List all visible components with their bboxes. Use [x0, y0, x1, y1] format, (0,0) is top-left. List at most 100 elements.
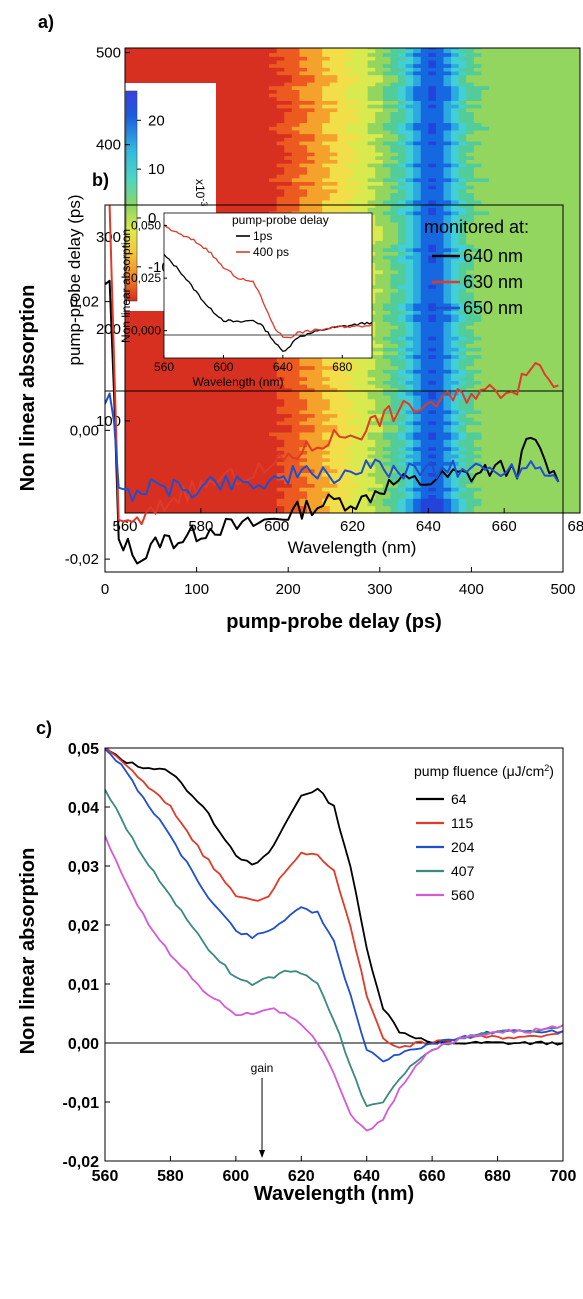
- heatmap-cell: [451, 328, 460, 334]
- heatmap-cell: [526, 288, 535, 293]
- heatmap-cell: [549, 428, 558, 433]
- heatmap-cell: [291, 443, 300, 448]
- heatmap-cell: [147, 468, 156, 473]
- heatmap-cell: [344, 472, 353, 477]
- heatmap-cell: [352, 487, 361, 492]
- heatmap-cell: [473, 314, 482, 319]
- heatmap-cell: [314, 498, 323, 503]
- heatmap-cell: [526, 461, 535, 466]
- heatmap-cell: [466, 501, 475, 507]
- heatmap-cell: [428, 210, 437, 216]
- heatmap-cell: [496, 222, 505, 227]
- heatmap-cell: [473, 236, 482, 241]
- heatmap-cell: [557, 384, 566, 389]
- heatmap-cell: [329, 490, 338, 496]
- heatmap-cell: [572, 376, 580, 381]
- heatmap-cell: [496, 428, 505, 433]
- heatmap-cell: [382, 292, 391, 297]
- heatmap-cell: [291, 446, 300, 451]
- heatmap-cell: [443, 233, 452, 238]
- heatmap-cell: [443, 409, 452, 415]
- heatmap-cell: [337, 490, 346, 496]
- heatmap-cell: [398, 454, 407, 459]
- heatmap-cell: [557, 479, 566, 485]
- heatmap-cell: [428, 262, 437, 267]
- heatmap-cell: [481, 476, 490, 481]
- heatmap-cell: [451, 288, 460, 293]
- heatmap-cell: [557, 395, 566, 400]
- heatmap-cell: [375, 435, 384, 440]
- heatmap-cell: [564, 328, 573, 334]
- heatmap-cell: [223, 369, 232, 374]
- heatmap-cell: [458, 490, 467, 496]
- heatmap-cell: [170, 439, 179, 444]
- heatmap-cell: [162, 361, 171, 367]
- heatmap-cell: [405, 262, 414, 267]
- heatmap-cell: [489, 247, 498, 252]
- heatmap-cell: [504, 450, 513, 455]
- heatmap-cell: [200, 376, 209, 381]
- heatmap-cell: [375, 365, 384, 370]
- heatmap-cell: [185, 472, 194, 477]
- heatmap-cell: [307, 361, 316, 367]
- heatmap-cell: [542, 465, 551, 470]
- heatmap-cell: [291, 358, 300, 363]
- heatmap-cell: [261, 446, 270, 451]
- heatmap-cell: [147, 339, 156, 345]
- heatmap-cell: [542, 420, 551, 426]
- heatmap-cell: [458, 299, 467, 304]
- heatmap-cell: [390, 402, 399, 407]
- heatmap-cell: [420, 266, 429, 271]
- heatmap-cell: [132, 468, 141, 473]
- heatmap-cell: [534, 269, 543, 275]
- heatmap-cell: [238, 428, 247, 433]
- heatmap-cell: [504, 494, 513, 499]
- heatmap-cell: [398, 380, 407, 385]
- heatmap-cell: [481, 395, 490, 400]
- heatmap-cell: [253, 369, 262, 374]
- heatmap-cell: [322, 420, 331, 426]
- heatmap-cell: [443, 509, 452, 513]
- heatmap-cell: [132, 376, 141, 381]
- heatmap-cell: [382, 317, 391, 322]
- heatmap-cell: [526, 240, 535, 245]
- heatmap-cell: [322, 457, 331, 462]
- heatmap-cell: [178, 439, 187, 444]
- heatmap-cell: [443, 295, 452, 300]
- heatmap-cell: [322, 431, 331, 437]
- heatmap-cell: [231, 402, 240, 407]
- heatmap-cell: [382, 306, 391, 311]
- heatmap-cell: [489, 431, 498, 437]
- heatmap-cell: [534, 325, 543, 330]
- heatmap-cell: [307, 490, 316, 496]
- heatmap-cell: [375, 494, 384, 499]
- heatmap-cell: [458, 457, 467, 462]
- heatmap-cell: [451, 233, 460, 238]
- heatmap-cell: [276, 479, 285, 485]
- heatmap-cell: [382, 501, 391, 507]
- heatmap-cell: [557, 262, 566, 267]
- heatmap-cell: [504, 280, 513, 286]
- heatmap-cell: [261, 409, 270, 415]
- heatmap-cell: [496, 336, 505, 341]
- heatmap-cell: [420, 373, 429, 378]
- heatmap-cell: [231, 387, 240, 392]
- heatmap-cell: [466, 251, 475, 256]
- heatmap-cell: [208, 384, 217, 389]
- heatmap-cell: [534, 505, 543, 510]
- heatmap-cell: [413, 233, 422, 238]
- heatmap-cell: [458, 361, 467, 367]
- heatmap-cell: [253, 509, 262, 513]
- heatmap-cell: [473, 472, 482, 477]
- heatmap-cell: [451, 358, 460, 363]
- heatmap-cell: [360, 472, 369, 477]
- heatmap-cell: [162, 454, 171, 459]
- heatmap-cell: [125, 439, 134, 444]
- heatmap-cell: [367, 391, 376, 396]
- heatmap-cell: [322, 450, 331, 455]
- heatmap-cell: [344, 465, 353, 470]
- heatmap-cell: [489, 395, 498, 400]
- heatmap-cell: [458, 428, 467, 433]
- heatmap-cell: [542, 417, 551, 422]
- heatmap-cell: [125, 465, 134, 470]
